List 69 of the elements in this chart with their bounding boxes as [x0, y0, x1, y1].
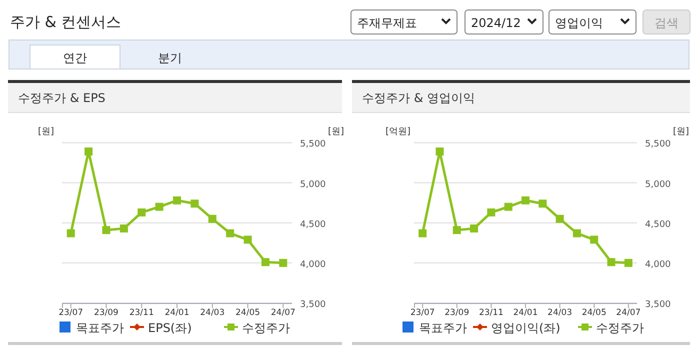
point: [244, 236, 252, 244]
point: [66, 229, 75, 238]
point: [452, 226, 461, 234]
point: [470, 224, 478, 232]
text: 연간: [63, 51, 87, 65]
legend-label: 영업이익(좌): [491, 321, 560, 335]
point: [173, 196, 181, 204]
text: 3,500: [645, 300, 671, 310]
x-tick-label: 24/03: [200, 308, 225, 318]
text: 4,000: [300, 260, 326, 270]
x-tick-label: 23/11: [478, 308, 504, 318]
point: [261, 258, 270, 266]
point: [487, 208, 496, 216]
text: 검색: [654, 16, 678, 30]
text: 2024/12: [471, 16, 521, 30]
point: [538, 200, 547, 208]
x-tick-label: 24/01: [164, 308, 190, 318]
point: [102, 226, 110, 234]
text: 5,000: [300, 180, 326, 190]
point: [84, 148, 93, 156]
legend-label: EPS(좌): [148, 321, 192, 335]
point: [208, 214, 216, 223]
text: 주가 & 컨센서스: [10, 13, 122, 31]
text: 5,500: [645, 140, 671, 150]
legend-label: 수정주가: [596, 321, 644, 335]
point: [572, 229, 581, 238]
point: [436, 148, 444, 156]
text: 5,000: [645, 180, 671, 190]
x-tick-label: 24/05: [236, 308, 260, 318]
y2-axis-title: [원]: [328, 127, 344, 137]
point: [556, 214, 564, 223]
point: [590, 236, 598, 244]
x-tick-label: 23/07: [58, 308, 84, 318]
y-axis-title: [원]: [38, 127, 54, 137]
chart-title: 수정주가 & 영업이익: [362, 91, 475, 105]
point: [226, 229, 234, 238]
x-tick-label: 24/01: [513, 308, 538, 318]
text: 3,500: [300, 300, 326, 310]
text: 4,500: [645, 220, 671, 230]
x-tick-label: 23/11: [129, 308, 154, 318]
point: [522, 196, 530, 204]
point: [418, 229, 427, 238]
legend-label: 목표주가: [76, 321, 124, 335]
x-tick-label: 24/05: [582, 308, 606, 318]
text: 5,500: [300, 140, 326, 150]
x-tick-label: 24/07: [616, 308, 641, 318]
text: 분기: [158, 51, 182, 65]
text: 4,000: [645, 260, 671, 270]
point: [138, 208, 146, 216]
point: [190, 200, 199, 208]
point: [155, 202, 164, 211]
x-tick-label: 24/03: [548, 308, 572, 318]
point: [120, 224, 128, 232]
legend-label: 수정주가: [242, 321, 290, 335]
chart-title: 수정주가 & EPS: [18, 91, 106, 105]
point: [279, 258, 288, 267]
x-tick-label: 24/07: [270, 308, 296, 318]
x-tick-label: 23/09: [94, 308, 118, 318]
point: [607, 258, 616, 266]
y2-axis-title: [원]: [672, 127, 690, 137]
x-tick-label: 23/07: [410, 308, 435, 318]
text: 영업이익: [555, 16, 603, 30]
point: [504, 202, 512, 211]
point: [624, 258, 632, 267]
legend-label: 목표주가: [419, 321, 467, 335]
text: 4,500: [300, 220, 326, 230]
text: 주재무제표: [357, 16, 417, 30]
x-tick-label: 23/09: [444, 308, 470, 318]
y-axis-title: [억원]: [385, 127, 411, 137]
